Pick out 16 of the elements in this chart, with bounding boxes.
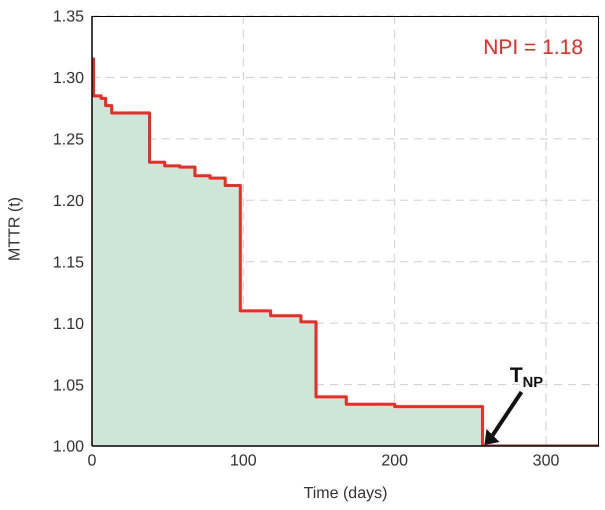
x-tick-label: 100 <box>230 452 257 470</box>
y-tick-label: 1.05 <box>52 377 84 394</box>
x-tick-label: 300 <box>532 452 560 470</box>
y-tick-label: 1.35 <box>52 8 84 26</box>
y-tick-label: 1.30 <box>52 70 84 88</box>
x-tick-label: 0 <box>88 452 97 470</box>
x-tick-label: 200 <box>381 452 408 470</box>
annotation: T$_{NP}$ <box>510 364 544 390</box>
annotation: NPI = 1.18 <box>483 36 583 59</box>
x-axis-title: Time (days) <box>304 485 388 502</box>
y-tick-label: 1.25 <box>52 132 84 149</box>
y-axis-title: MTTR (t) <box>6 197 24 261</box>
y-tick-label: 1.15 <box>52 254 84 272</box>
y-tick-label: 1.00 <box>52 438 84 456</box>
y-tick-label: 1.10 <box>52 316 84 333</box>
y-tick-label: 1.20 <box>52 192 84 210</box>
